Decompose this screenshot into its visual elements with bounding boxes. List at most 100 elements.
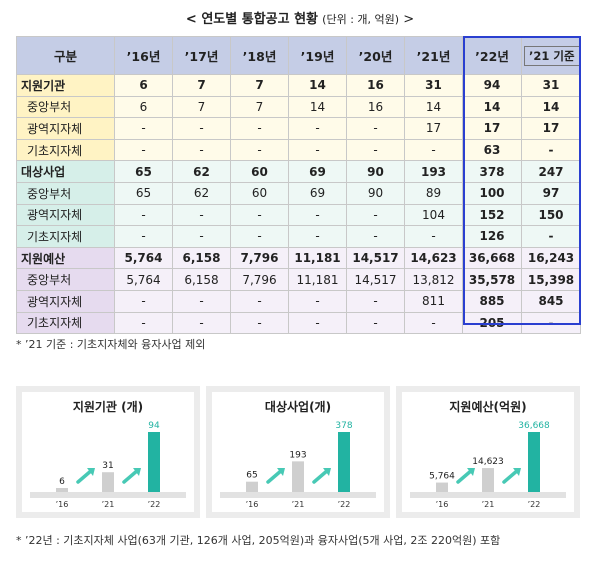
table-cell: - <box>172 203 231 227</box>
table-cell: 14 <box>288 74 347 97</box>
row-label: 지원예산 <box>16 246 115 270</box>
table-cell: - <box>114 138 173 162</box>
header-cell: ’21년 <box>404 36 463 75</box>
table-row: 광역지자체 - - - - -17 17 17 <box>16 117 581 140</box>
table-cell: - <box>521 311 581 335</box>
arrow-icon <box>266 468 285 484</box>
table-cell: 193 <box>404 160 463 183</box>
arrow-icon <box>122 468 141 484</box>
chart-bar <box>56 488 68 492</box>
table-cell: 65 <box>114 181 173 205</box>
table-cell: - <box>114 225 173 248</box>
table-cell: 90 <box>346 160 405 183</box>
table-cell: 11,181 <box>288 268 347 291</box>
table-cell: 7 <box>172 74 231 97</box>
header-row: 구분 ’16년 ’17년 ’18년 ’19년 ’20년 ’21년 ’22년 ’21 기준 <box>16 36 581 75</box>
chart-bar <box>482 468 494 492</box>
table-cell: 62 <box>172 181 231 205</box>
table-cell: 60 <box>230 160 289 183</box>
table-cell: 16 <box>346 74 405 97</box>
table-cell: 150 <box>521 203 581 227</box>
data-label: 65 <box>246 471 257 481</box>
table-cell: 35,578 <box>462 268 522 291</box>
table-row: 중앙부처 5,764 6,158 7,796 11,181 14,517 13,812 35,… <box>16 268 581 291</box>
table-cell: 89 <box>404 181 463 205</box>
table-cell: 5,764 <box>114 246 173 270</box>
tick-label: ’16 <box>246 500 259 509</box>
table-cell: 104 <box>404 203 463 227</box>
table-cell: 6 <box>114 74 173 97</box>
table-cell: 13,812 <box>404 268 463 291</box>
table-cell: 14 <box>404 95 463 119</box>
table-cell: 100 <box>462 181 522 205</box>
header-cell: ’19년 <box>288 36 347 75</box>
row-label: 광역지자체 <box>16 289 115 313</box>
table-cell: - <box>172 311 231 335</box>
table-cell: 60 <box>230 181 289 205</box>
table-cell: - <box>288 117 347 140</box>
table-cell: 6,158 <box>172 268 231 291</box>
row-label: 중앙부처 <box>16 95 115 119</box>
header-cell: ’21 기준 <box>521 36 581 75</box>
table-cell: 14,517 <box>346 268 405 291</box>
table-cell: 845 <box>521 289 581 313</box>
title-unit: (단위 : 개, 억원) <box>322 13 400 26</box>
chart-projects: 65 ’16 193 ’21 378 ’22 <box>220 421 376 509</box>
table-cell: 14 <box>288 95 347 119</box>
data-label: 5,764 <box>429 472 455 482</box>
row-label: 대상사업 <box>16 160 115 183</box>
table-row-category: 지원예산 5,764 6,158 7,796 11,181 14,517 14,623 36,… <box>16 246 581 270</box>
table-cell: 15,398 <box>521 268 581 291</box>
row-label: 지원기관 <box>16 74 115 97</box>
tick-label: ’21 <box>482 500 495 509</box>
table-row: 기초지자체 - - - - - -126- <box>16 225 581 248</box>
chart-bar <box>528 432 540 492</box>
table-cell: 126 <box>462 225 522 248</box>
table-cell: - <box>346 311 405 335</box>
table-cell: 69 <box>288 160 347 183</box>
header-cell: ’16년 <box>114 36 173 75</box>
chart-bar <box>102 472 114 492</box>
row-label: 광역지자체 <box>16 203 115 227</box>
table-cell: - <box>172 289 231 313</box>
table-row-category: 지원기관 6 7 7 14 16 31 94 31 <box>16 74 581 97</box>
table-cell: 247 <box>521 160 581 183</box>
table-cell: - <box>346 117 405 140</box>
table-cell: 152 <box>462 203 522 227</box>
table-cell: 31 <box>404 74 463 97</box>
table-cell: - <box>346 289 405 313</box>
table-cell: 36,668 <box>462 246 522 270</box>
chart-bar <box>246 481 258 492</box>
data-label: 6 <box>59 477 65 487</box>
table-cell: 97 <box>521 181 581 205</box>
table-cell: 90 <box>346 181 405 205</box>
title-main: < 연도별 통합공고 현황 <box>185 12 319 27</box>
chart-floor <box>220 492 376 498</box>
table-row: 기초지자체 - - - - - -205- <box>16 311 581 335</box>
table-cell: - <box>230 311 289 335</box>
table-cell: 94 <box>462 74 522 97</box>
chart-panel-projects: 대상사업(개) 65 ’16 193 ’21 378 ’22 <box>206 386 390 518</box>
status-table: 구분 ’16년 ’17년 ’18년 ’19년 ’20년 ’21년 ’22년 ’21 기준 지원기관… <box>16 36 581 335</box>
table-cell: - <box>172 117 231 140</box>
table-cell: 5,764 <box>114 268 173 291</box>
title-end: > <box>403 12 415 27</box>
tick-label: ’21 <box>102 500 115 509</box>
chart-budget: 5,764 ’16 14,623 ’21 36,668 ’22 <box>410 421 566 509</box>
table-cell: 14,623 <box>404 246 463 270</box>
chart-bar <box>148 432 160 492</box>
tick-label: ’22 <box>148 500 161 509</box>
header-cell: ’18년 <box>230 36 289 75</box>
tick-label: ’16 <box>436 500 449 509</box>
table-title: < 연도별 통합공고 현황 (단위 : 개, 억원) > <box>0 8 600 27</box>
table-cell: 14 <box>521 95 581 119</box>
data-label: 193 <box>289 450 306 460</box>
table-cell: 7 <box>230 95 289 119</box>
table-cell: - <box>521 225 581 248</box>
table-cell: 811 <box>404 289 463 313</box>
table-cell: - <box>114 203 173 227</box>
header-cell: ’17년 <box>172 36 231 75</box>
row-label: 중앙부처 <box>16 181 115 205</box>
table-cell: 62 <box>172 160 231 183</box>
chart-title: 대상사업(개) <box>264 400 332 414</box>
